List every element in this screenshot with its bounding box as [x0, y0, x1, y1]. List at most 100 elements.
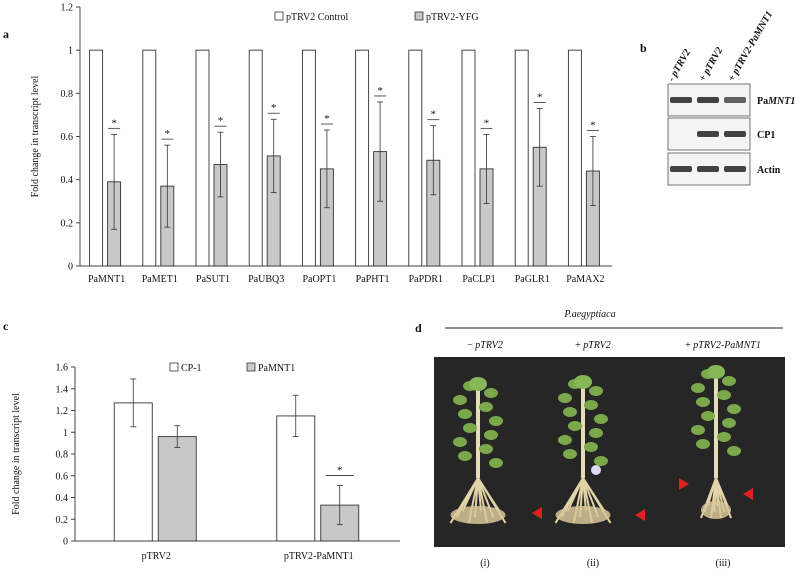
leaf: [489, 458, 503, 468]
leaf: [574, 375, 592, 389]
chart-c: 0 0.2 0.4 0.6 0.8 1 1.2 1.4 1.6 Fold change in tr…: [11, 362, 400, 562]
root-mass: [450, 506, 506, 524]
legend-label: pTRV2-YFG: [426, 12, 479, 23]
leaf: [717, 432, 731, 442]
gel-band: [724, 131, 746, 137]
gel-band: [724, 97, 746, 103]
leaf: [691, 425, 705, 435]
root-mass: [701, 501, 731, 519]
bar: [195, 49, 210, 267]
gel-band: [697, 166, 719, 172]
leaf: [707, 365, 725, 379]
leaf: [727, 404, 741, 414]
plant-label-i: (i): [480, 558, 489, 569]
leaf: [469, 377, 487, 391]
bar: [89, 49, 104, 267]
gel-row-label: PaMNT1: [757, 96, 795, 107]
legend-swatch: [274, 11, 284, 21]
legend-label: PaMNT1: [258, 363, 295, 374]
leaf: [484, 430, 498, 440]
y-tick-label: 1: [68, 46, 73, 57]
group-label-3: + pTRV2-PaMNT1: [685, 340, 761, 351]
bar: [514, 49, 529, 267]
leaf: [594, 456, 608, 466]
category-label: PaMNT1: [88, 274, 125, 285]
category-label: PaUBQ3: [248, 274, 284, 285]
chart-a: 0 0.2 0.4 0.6 0.8 1 1.2 Fold change in transcri…: [30, 3, 612, 285]
y-axis-label: Fold change in transcript level: [30, 75, 41, 197]
panel-label-a: a: [3, 27, 9, 41]
significance-star: *: [590, 120, 596, 132]
leaf: [563, 407, 577, 417]
y-tick-label: 0.4: [56, 493, 69, 504]
leaf: [479, 402, 493, 412]
leaf: [584, 442, 598, 452]
leaf: [696, 397, 710, 407]
y-tick-label: 0.6: [61, 132, 74, 143]
panel-label-d: d: [415, 321, 422, 335]
leaf: [727, 446, 741, 456]
gel-band: [670, 166, 692, 172]
leaf: [589, 386, 603, 396]
y-tick-label: 0.8: [56, 450, 69, 461]
gel-panel: - pTRV2 + pTRV2 + pTRV2-PaMNT1 PaMNT1 CP1…: [666, 9, 795, 186]
category-label: pTRV2: [142, 551, 171, 562]
gel-row-label: Actin: [757, 165, 781, 176]
gel-lane-label: + pTRV2-PaMNT1: [726, 9, 775, 83]
bar: [157, 436, 197, 542]
leaf: [453, 395, 467, 405]
leaf: [584, 400, 598, 410]
bar: [567, 49, 582, 267]
leaf: [463, 423, 477, 433]
y-tick-label: 0.2: [61, 218, 74, 229]
parasite-flower: [591, 465, 601, 475]
red-arrow: [635, 509, 645, 521]
leaf: [453, 437, 467, 447]
leaf: [589, 428, 603, 438]
category-label: PaMET1: [142, 274, 178, 285]
legend-swatch: [169, 362, 179, 372]
y-tick-label: 1: [63, 428, 68, 439]
group-label-2: + pTRV2: [575, 340, 611, 351]
leaf: [691, 383, 705, 393]
gel-row-label: CP1: [757, 130, 775, 141]
significance-star: *: [431, 109, 437, 121]
y-tick-label: 0.2: [56, 515, 69, 526]
leaf: [722, 418, 736, 428]
category-label: PaPHT1: [356, 274, 390, 285]
significance-star: *: [537, 91, 543, 103]
leaf: [717, 390, 731, 400]
red-arrow: [532, 507, 542, 519]
bar: [461, 49, 476, 267]
legend-swatch: [414, 11, 424, 21]
y-axis-label: Fold change in transcript level: [11, 393, 22, 515]
leaf: [458, 409, 472, 419]
category-label: PaSUT1: [196, 274, 230, 285]
significance-star: *: [111, 117, 117, 129]
leaf: [558, 393, 572, 403]
significance-star: *: [218, 115, 224, 127]
significance-star: *: [377, 85, 383, 97]
legend-label: CP-1: [181, 363, 202, 374]
significance-star: *: [337, 465, 343, 477]
bar: [408, 49, 423, 267]
category-label: PaGLR1: [515, 274, 550, 285]
panel-label-c: c: [3, 319, 9, 333]
category-label: PaMAX2: [566, 274, 604, 285]
bar: [142, 49, 157, 267]
legend-label: pTRV2 Control: [286, 12, 348, 23]
significance-star: *: [324, 113, 330, 125]
legend-swatch: [246, 362, 256, 372]
y-tick-label: 0: [68, 262, 73, 273]
gel-band: [697, 97, 719, 103]
root: [566, 477, 584, 512]
gel-lane-label: - pTRV2: [666, 48, 693, 84]
bar: [248, 49, 263, 267]
y-tick-label: 0: [63, 537, 68, 548]
y-tick-label: 1.2: [61, 3, 74, 14]
bar: [301, 49, 316, 267]
leaf: [563, 449, 577, 459]
gel-band: [697, 131, 719, 137]
leaf: [458, 451, 472, 461]
